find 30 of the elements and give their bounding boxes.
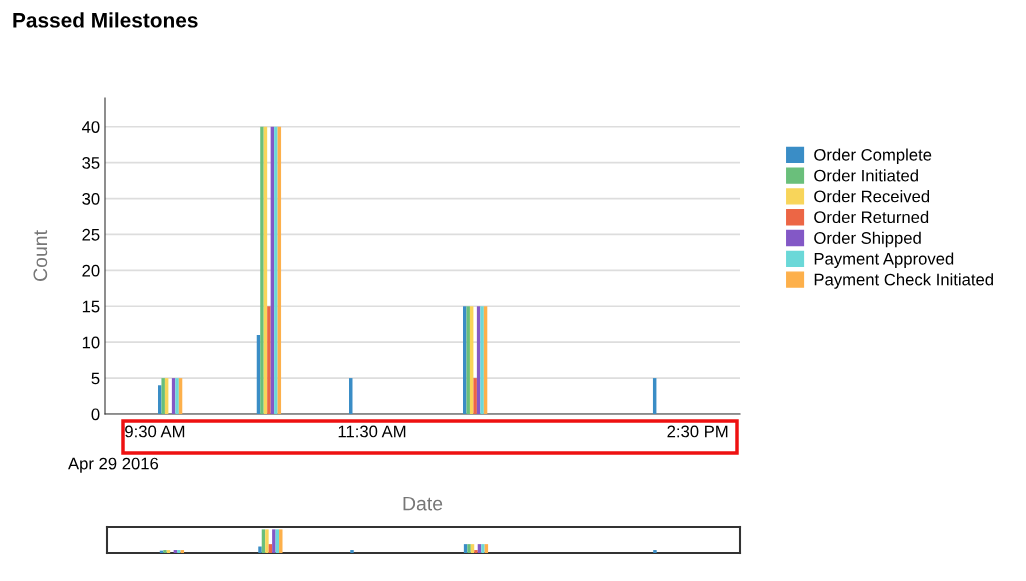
y-tick-label: 5 [91, 372, 100, 385]
bar [260, 126, 264, 414]
y-axis-title: Count [33, 230, 48, 281]
legend-label: Order Complete [814, 148, 932, 165]
y-tick-label: 10 [82, 336, 100, 349]
legend-label: Order Shipped [814, 231, 921, 248]
y-tick-label: 0 [91, 408, 100, 421]
legend-label: Order Received [814, 190, 930, 203]
legend-label: Payment Check Initiated [814, 273, 993, 289]
y-tick-label: 40 [81, 121, 100, 133]
text: Apr 29 2016 [68, 457, 159, 473]
x-tick-label: 9:30 AM [125, 425, 185, 438]
legend-label: Order Initiated [814, 169, 918, 182]
bar [480, 306, 484, 414]
bar [274, 126, 278, 414]
y-tick-label: 20 [82, 264, 100, 277]
bar [161, 378, 165, 414]
x-axis-title: Date [403, 496, 443, 511]
x-tick-label: 2:30 PM [667, 425, 728, 438]
chart-title: Passed Milestones [13, 12, 198, 28]
bar [473, 378, 477, 414]
bar [267, 306, 271, 414]
y-tick-label: 15 [82, 300, 100, 313]
y-tick-label: 30 [82, 192, 100, 205]
legend-label: Order Returned [814, 210, 929, 224]
legend-label: Payment Approved [814, 252, 954, 268]
y-tick-label: 25 [82, 228, 100, 241]
bar [175, 378, 179, 414]
y-tick-label: 35 [82, 157, 100, 169]
x-tick-label: 11:30 AM [338, 425, 406, 438]
